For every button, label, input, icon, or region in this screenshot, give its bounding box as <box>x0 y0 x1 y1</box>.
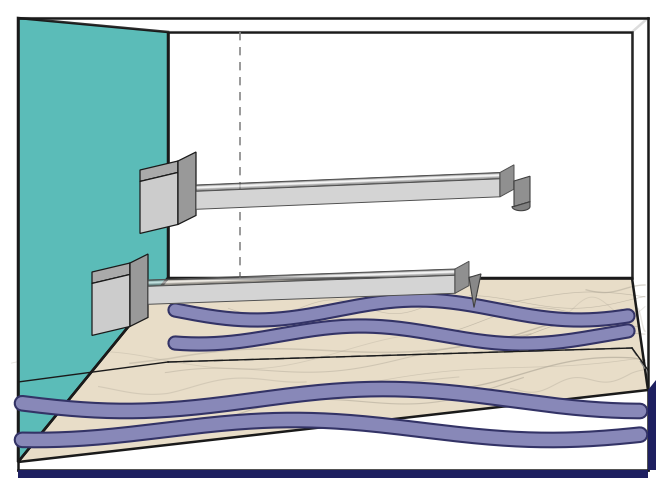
Polygon shape <box>196 177 500 190</box>
Polygon shape <box>196 175 500 188</box>
Polygon shape <box>196 176 500 189</box>
Polygon shape <box>178 152 196 224</box>
Polygon shape <box>148 271 455 282</box>
Polygon shape <box>196 173 500 186</box>
Polygon shape <box>148 271 455 282</box>
Polygon shape <box>196 176 500 189</box>
Polygon shape <box>148 275 455 286</box>
Polygon shape <box>148 273 455 284</box>
Polygon shape <box>196 174 500 187</box>
Polygon shape <box>148 272 455 283</box>
Polygon shape <box>148 274 455 285</box>
Polygon shape <box>196 177 500 190</box>
Polygon shape <box>148 274 455 286</box>
Polygon shape <box>148 273 455 285</box>
Polygon shape <box>148 273 455 285</box>
Polygon shape <box>92 274 130 336</box>
Polygon shape <box>455 261 469 294</box>
Polygon shape <box>148 270 455 282</box>
Polygon shape <box>196 178 500 191</box>
Polygon shape <box>148 272 455 283</box>
Polygon shape <box>500 165 514 197</box>
Polygon shape <box>196 172 500 185</box>
Polygon shape <box>196 176 500 189</box>
Polygon shape <box>148 270 455 281</box>
Polygon shape <box>148 275 455 286</box>
Polygon shape <box>196 177 500 190</box>
Polygon shape <box>514 176 530 206</box>
Polygon shape <box>130 254 148 326</box>
Polygon shape <box>196 175 500 188</box>
Polygon shape <box>196 179 500 209</box>
Polygon shape <box>196 174 500 187</box>
Polygon shape <box>18 278 648 462</box>
Polygon shape <box>148 273 455 284</box>
Polygon shape <box>18 470 648 478</box>
Polygon shape <box>148 270 455 282</box>
Polygon shape <box>92 263 130 283</box>
Polygon shape <box>148 271 455 283</box>
Polygon shape <box>148 270 455 281</box>
Polygon shape <box>632 18 648 390</box>
Polygon shape <box>148 274 455 286</box>
Polygon shape <box>196 175 500 188</box>
Polygon shape <box>196 175 500 188</box>
Polygon shape <box>140 161 178 181</box>
Polygon shape <box>648 380 656 470</box>
Polygon shape <box>148 269 455 280</box>
Polygon shape <box>196 178 500 191</box>
Polygon shape <box>148 275 455 304</box>
Polygon shape <box>196 177 500 190</box>
Polygon shape <box>196 175 500 188</box>
Polygon shape <box>18 18 648 32</box>
Polygon shape <box>196 178 500 191</box>
Polygon shape <box>148 275 455 286</box>
Polygon shape <box>196 174 500 187</box>
Polygon shape <box>148 272 455 284</box>
Polygon shape <box>196 173 500 186</box>
Polygon shape <box>196 178 500 191</box>
Polygon shape <box>140 172 178 233</box>
Polygon shape <box>148 274 455 285</box>
Polygon shape <box>196 174 500 187</box>
Polygon shape <box>148 270 455 281</box>
Polygon shape <box>196 177 500 190</box>
Polygon shape <box>168 32 632 278</box>
Polygon shape <box>18 18 168 462</box>
Polygon shape <box>196 174 500 187</box>
Polygon shape <box>196 178 500 191</box>
Polygon shape <box>148 270 455 281</box>
Polygon shape <box>148 271 455 283</box>
Polygon shape <box>148 270 455 281</box>
Polygon shape <box>196 173 500 186</box>
Polygon shape <box>148 273 455 284</box>
Polygon shape <box>148 269 455 280</box>
Polygon shape <box>196 172 500 185</box>
Polygon shape <box>469 274 481 308</box>
Polygon shape <box>196 173 500 186</box>
Polygon shape <box>196 176 500 189</box>
Polygon shape <box>512 202 530 211</box>
Polygon shape <box>148 272 455 283</box>
Polygon shape <box>148 272 455 284</box>
